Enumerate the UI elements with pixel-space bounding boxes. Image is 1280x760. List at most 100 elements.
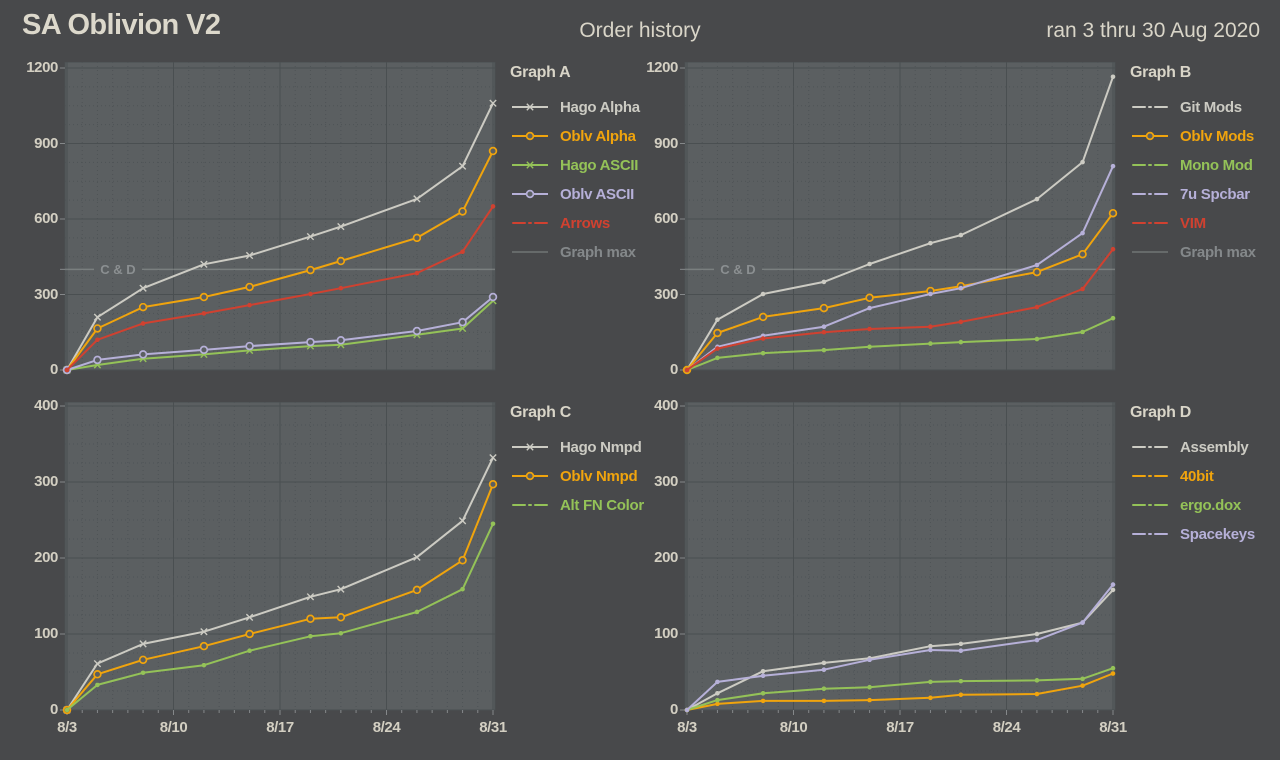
y-tick-label: 400 bbox=[34, 397, 58, 414]
legend-label: Graph max bbox=[1180, 243, 1256, 261]
y-tick-label: 100 bbox=[34, 625, 58, 642]
y-tick-label: 200 bbox=[654, 549, 678, 566]
legend-item: 7u Spcbar bbox=[1130, 184, 1256, 204]
series-line-7u-spcbar bbox=[686, 165, 1114, 371]
legend-label: Oblv Mods bbox=[1180, 127, 1254, 145]
legend-item: Graph max bbox=[510, 242, 640, 262]
legend-item: VIM bbox=[1130, 213, 1256, 233]
legend-label: 7u Spcbar bbox=[1180, 185, 1250, 203]
legend-line-sample bbox=[512, 504, 548, 506]
y-tick-label: 1200 bbox=[646, 59, 678, 76]
y-tick-label: 600 bbox=[654, 210, 678, 227]
legend-line-sample bbox=[1132, 222, 1168, 224]
legend-item: Oblv ASCII bbox=[510, 184, 640, 204]
legend-label: Graph max bbox=[560, 243, 636, 261]
y-tick-label: 900 bbox=[654, 134, 678, 152]
legend-line-sample bbox=[1132, 131, 1168, 141]
x-tick-label: 8/17 bbox=[886, 719, 914, 736]
legend-item: ergo.dox bbox=[1130, 495, 1255, 515]
x-tick-label: 8/24 bbox=[992, 719, 1021, 736]
series-line-oblv-ascii bbox=[66, 296, 494, 371]
y-tick-label: 900 bbox=[34, 134, 58, 152]
legend-item: Arrows bbox=[510, 213, 640, 233]
legend-label: Alt FN Color bbox=[560, 496, 644, 514]
x-tick-label: 8/3 bbox=[57, 719, 77, 736]
series-line-hago-ascii bbox=[66, 299, 494, 371]
legend-item: Assembly bbox=[1130, 437, 1255, 457]
legend-item: Oblv Nmpd bbox=[510, 466, 644, 486]
y-tick-label: 100 bbox=[654, 625, 678, 642]
legend-title: Graph C bbox=[510, 404, 572, 421]
x-tick-label: 8/24 bbox=[372, 719, 401, 736]
x-tick-label: 8/3 bbox=[677, 719, 697, 736]
legend-label: VIM bbox=[1180, 214, 1206, 232]
legend-line-sample bbox=[512, 443, 548, 451]
legend-graph-a: Graph A Hago Alpha Oblv Alpha Hago ASCII Obl… bbox=[510, 64, 640, 271]
legend-label: Git Mods bbox=[1180, 98, 1242, 116]
y-tick-label: 600 bbox=[34, 210, 58, 227]
legend-item: Mono Mod bbox=[1130, 155, 1256, 175]
legend-item: 40bit bbox=[1130, 466, 1255, 486]
x-tick-label: 8/10 bbox=[159, 719, 188, 736]
legend-line-sample bbox=[512, 251, 548, 253]
y-tick-label: 300 bbox=[34, 285, 58, 303]
legend-line-sample bbox=[1132, 446, 1168, 448]
x-tick-label: 8/10 bbox=[779, 719, 808, 736]
legend-line-sample bbox=[1132, 164, 1168, 166]
header-date-range: ran 3 thru 30 Aug 2020 bbox=[1046, 19, 1260, 42]
y-tick-label: 0 bbox=[50, 701, 58, 718]
series-line-git-mods bbox=[686, 75, 1114, 371]
legend-label: Assembly bbox=[1180, 438, 1249, 456]
legend-graph-d: Graph D Assembly 40bit ergo.dox Spacekeys bbox=[1130, 404, 1255, 553]
legend-item: Spacekeys bbox=[1130, 524, 1255, 544]
page-title: SA Oblivion V2 bbox=[22, 9, 221, 41]
series-line-arrows bbox=[66, 205, 494, 371]
y-tick-label: 200 bbox=[34, 549, 58, 566]
legend-line-sample bbox=[1132, 106, 1168, 108]
x-tick-label: 8/31 bbox=[1099, 719, 1127, 736]
legend-line-sample bbox=[1132, 533, 1168, 535]
legend-line-sample bbox=[512, 131, 548, 141]
y-tick-label: 0 bbox=[670, 361, 678, 378]
y-tick-label: 0 bbox=[50, 361, 58, 378]
y-tick-label: 400 bbox=[654, 397, 678, 414]
legend-line-sample bbox=[512, 161, 548, 169]
series-line-alt-fn-color bbox=[66, 522, 494, 711]
y-tick-label: 300 bbox=[34, 473, 58, 490]
legend-item: Hago Alpha bbox=[510, 97, 640, 117]
legend-label: Arrows bbox=[560, 214, 610, 232]
legend-line-sample bbox=[1132, 193, 1168, 195]
legend-label: Mono Mod bbox=[1180, 156, 1253, 174]
legend-line-sample bbox=[512, 189, 548, 199]
legend-label: ergo.dox bbox=[1180, 496, 1241, 514]
legend-title: Graph A bbox=[510, 64, 571, 81]
legend-title: Graph B bbox=[1130, 64, 1192, 81]
legend-item: Git Mods bbox=[1130, 97, 1256, 117]
legend-item: Hago Nmpd bbox=[510, 437, 644, 457]
legend-item: Graph max bbox=[1130, 242, 1256, 262]
y-tick-label: 1200 bbox=[26, 59, 58, 76]
y-tick-label: 0 bbox=[670, 701, 678, 718]
series-line-assembly bbox=[686, 588, 1114, 711]
legend-line-sample bbox=[512, 471, 548, 481]
legend-line-sample bbox=[1132, 475, 1168, 477]
legend-label: Oblv Nmpd bbox=[560, 467, 638, 485]
graph-a-plot: C & D bbox=[60, 62, 498, 375]
header-subtitle: Order history bbox=[579, 19, 701, 42]
series-line-oblv-alpha bbox=[66, 150, 494, 371]
legend-title: Graph D bbox=[1130, 404, 1192, 421]
graph-c-plot bbox=[60, 402, 498, 715]
y-tick-label: 300 bbox=[654, 473, 678, 490]
legend-item: Oblv Mods bbox=[1130, 126, 1256, 146]
x-tick-label: 8/31 bbox=[479, 719, 507, 736]
legend-label: Hago Nmpd bbox=[560, 438, 642, 456]
series-line-oblv-mods bbox=[686, 212, 1114, 371]
graph-b-plot: C & D bbox=[680, 62, 1118, 375]
legend-item: Oblv Alpha bbox=[510, 126, 640, 146]
series-line-40bit bbox=[686, 672, 1114, 711]
legend-graph-c: Graph C Hago Nmpd Oblv Nmpd Alt FN Color bbox=[510, 404, 644, 524]
series-line-oblv-nmpd bbox=[66, 483, 494, 711]
series-line-spacekeys bbox=[686, 583, 1114, 711]
legend-line-sample bbox=[512, 103, 548, 111]
